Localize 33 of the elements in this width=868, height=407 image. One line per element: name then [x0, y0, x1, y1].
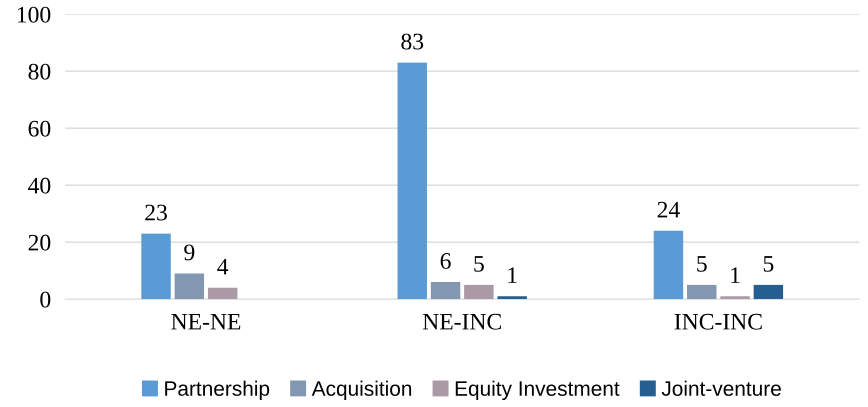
data-label: 5	[764, 256, 774, 272]
bar	[174, 274, 204, 300]
legend-label: Acquisition	[312, 380, 412, 400]
x-tick-label: INC-INC	[674, 314, 762, 330]
legend-label: Equity Investment	[456, 380, 620, 400]
data-label: 9	[184, 244, 194, 260]
bar	[687, 284, 716, 300]
bar	[464, 284, 494, 300]
legend-label: Partnership	[165, 380, 270, 400]
data-label: 1	[508, 267, 517, 283]
data-label: 23	[145, 204, 167, 220]
data-label: 4	[217, 258, 228, 274]
x-tick-label: NE-INC	[422, 314, 501, 330]
bar	[430, 282, 460, 300]
data-label: 1	[731, 267, 740, 283]
data-label: 5	[697, 256, 707, 272]
y-tick-label: 80	[28, 64, 50, 80]
y-tick-label: 40	[28, 178, 50, 194]
bar	[654, 230, 684, 300]
y-tick-label: 20	[28, 234, 50, 251]
bar	[754, 284, 784, 300]
data-label: 6	[440, 253, 451, 269]
bar	[141, 234, 171, 300]
x-tick-label: NE-NE	[171, 314, 240, 330]
y-tick-label: 0	[40, 292, 50, 308]
bar	[398, 62, 427, 300]
legend-label: Joint-venture	[662, 380, 781, 396]
y-tick-label: 100	[18, 6, 50, 23]
y-tick-label: 60	[28, 120, 50, 137]
data-label: 83	[401, 34, 424, 50]
bar	[208, 288, 238, 300]
data-label: 5	[474, 256, 484, 272]
data-label: 24	[658, 202, 680, 218]
